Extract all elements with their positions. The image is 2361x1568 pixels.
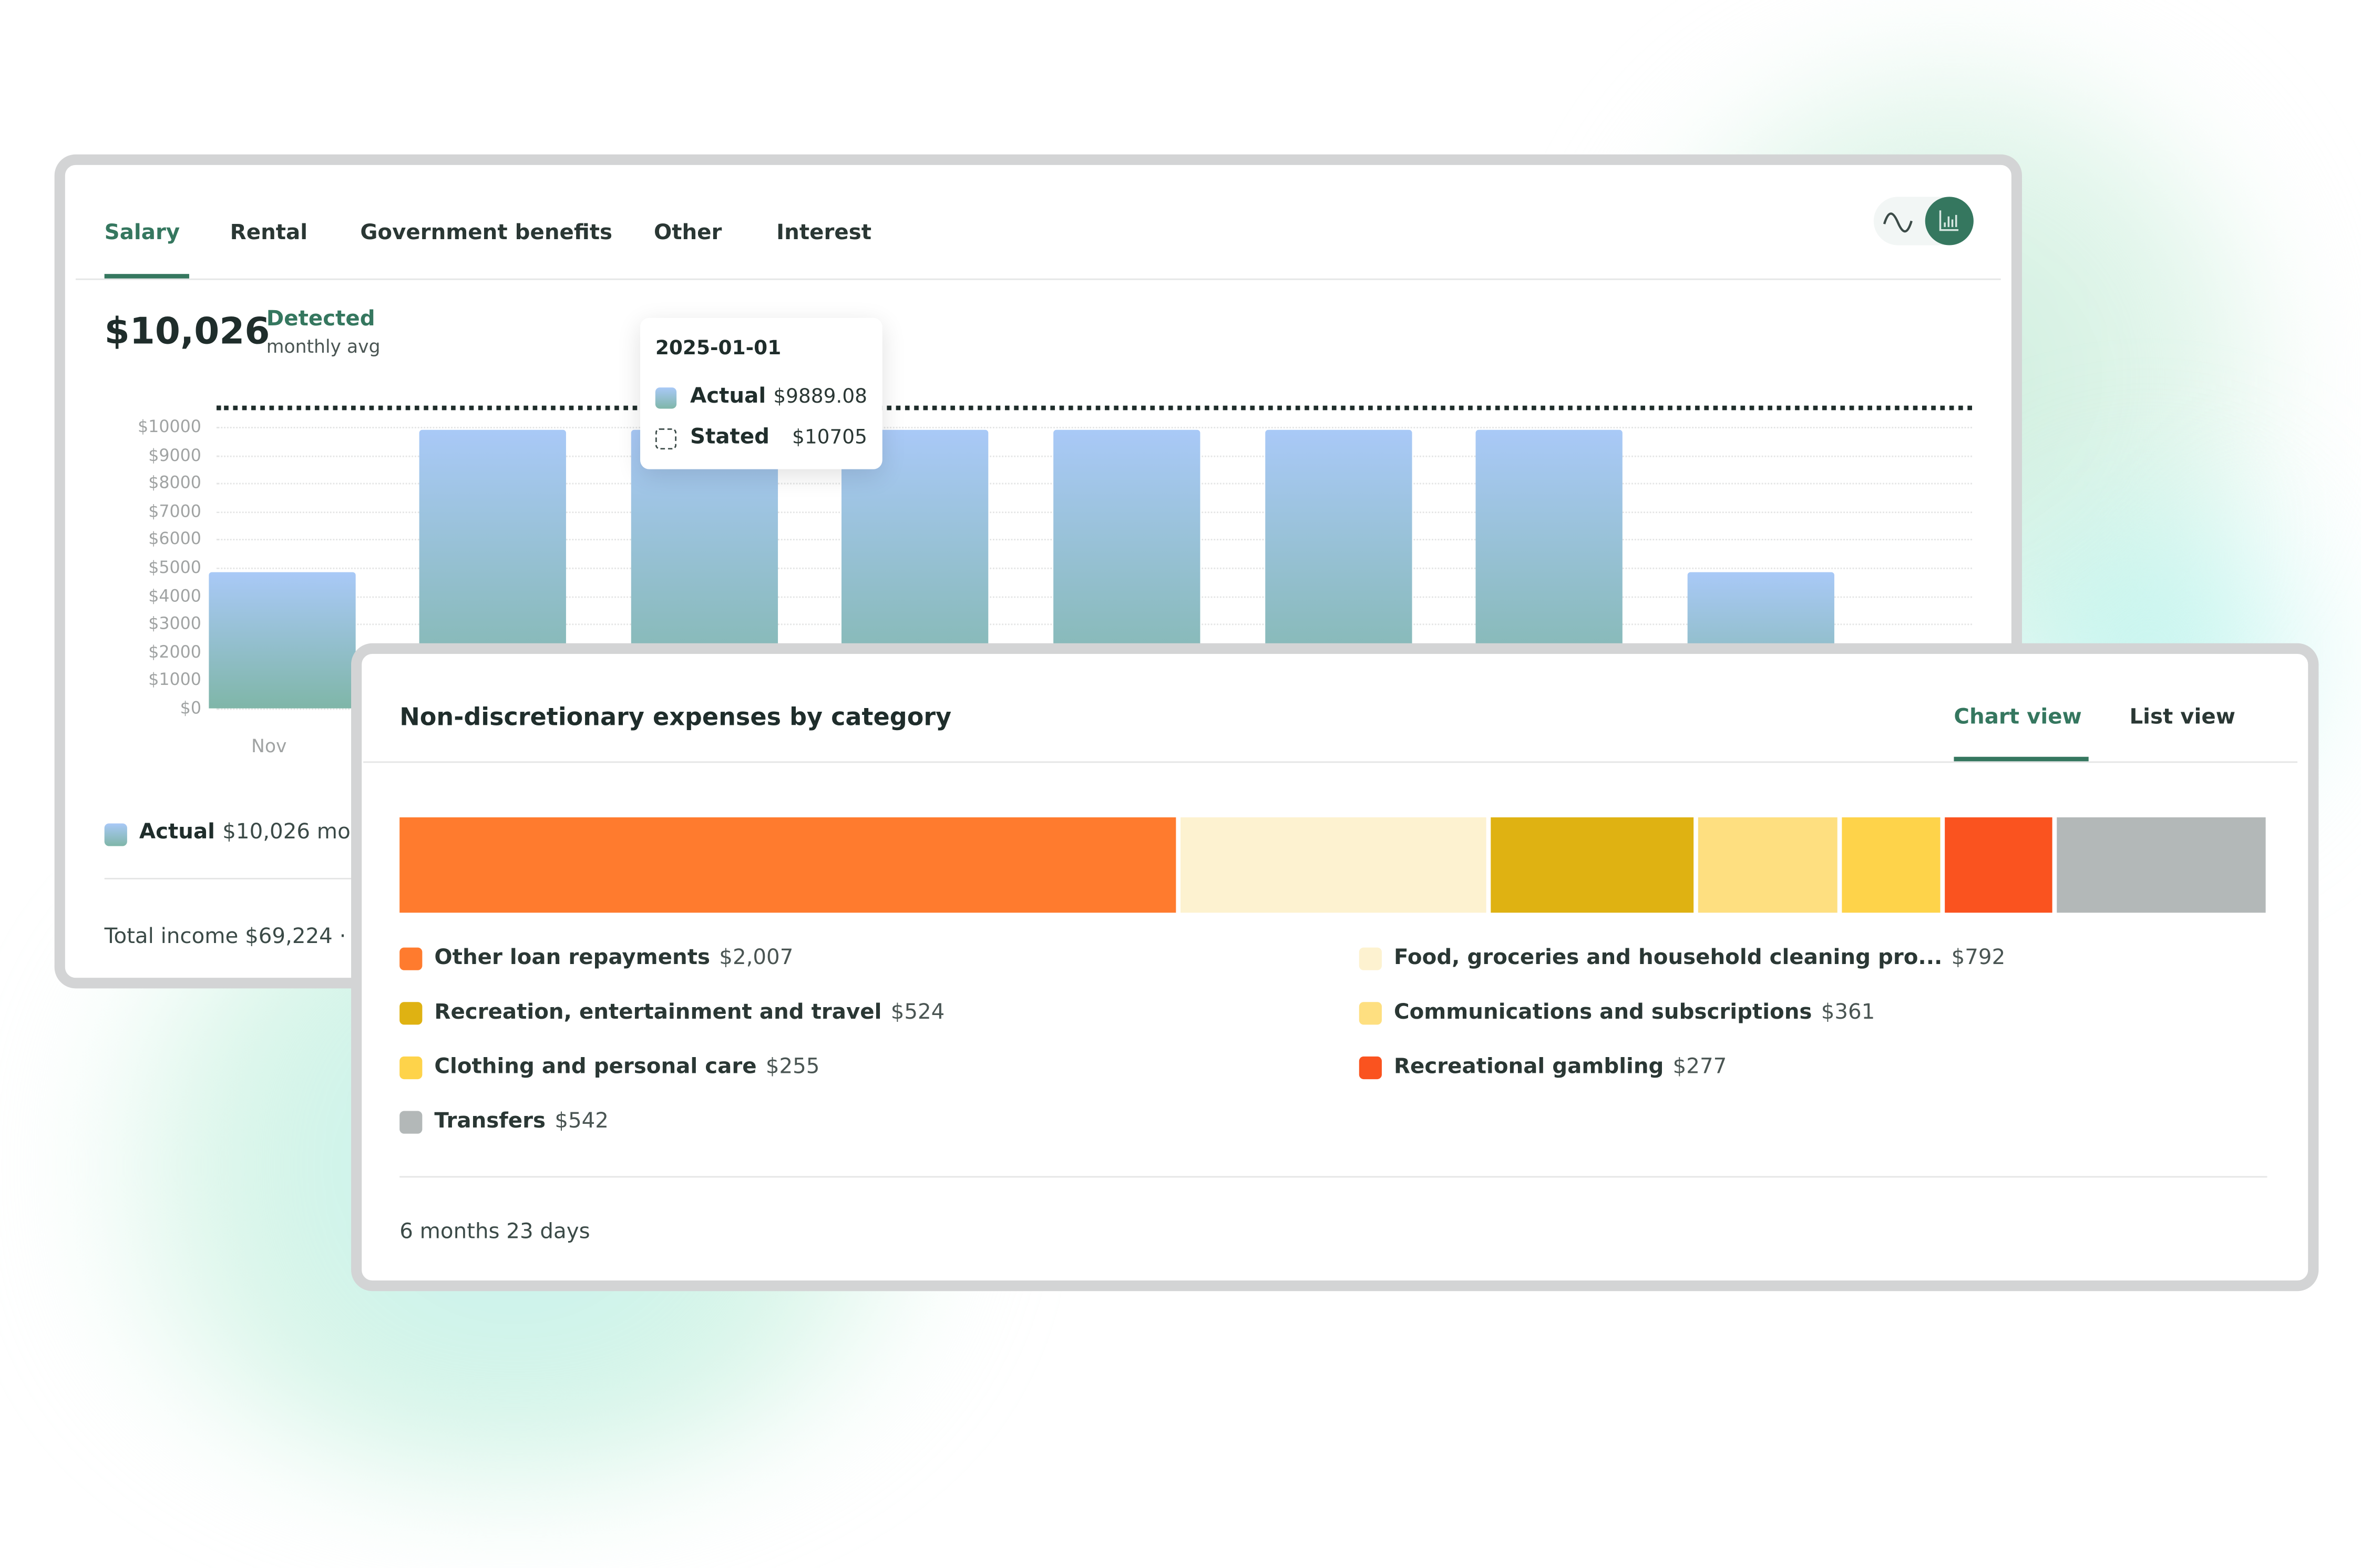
y-tick-label: $4000 — [148, 586, 201, 606]
monthly-avg-label: monthly avg — [266, 336, 381, 357]
legend-value: $255 — [765, 1055, 820, 1080]
y-tick-label: $6000 — [148, 529, 201, 549]
y-tick-label: $3000 — [148, 614, 201, 634]
legend-swatch — [399, 1056, 423, 1080]
monthly-amount: $10,026 — [104, 310, 270, 353]
tabs-divider — [75, 278, 2001, 280]
legend-label: Clothing and personal care — [434, 1055, 757, 1080]
y-tick-label: $0 — [180, 698, 201, 719]
legend-swatch — [399, 1002, 423, 1025]
legend-swatch — [1359, 1056, 1382, 1080]
tab-government-benefits[interactable]: Government benefits — [360, 221, 613, 245]
header-divider — [363, 761, 2298, 763]
y-tick-label: $7000 — [148, 501, 201, 521]
y-tick-label: $2000 — [148, 642, 201, 662]
expense-legend: Other loan repayments $2,007 Food, groceri… — [399, 946, 2276, 1143]
y-tick-label: $1000 — [148, 670, 201, 690]
tooltip-stated-label: Stated — [690, 425, 770, 450]
footer-divider — [399, 1176, 2267, 1178]
legend-swatch — [399, 947, 423, 970]
tab-list-view[interactable]: List view — [2129, 705, 2235, 730]
total-income: Total income $69,224 · 1 — [104, 925, 366, 949]
segment-6[interactable] — [2056, 817, 2266, 913]
stated-reference-line — [216, 405, 1972, 410]
y-tick-label: $8000 — [148, 473, 201, 493]
tab-salary[interactable]: Salary — [104, 221, 180, 245]
x-axis: Nov — [217, 377, 1972, 771]
stacked-expense-bar — [399, 817, 2266, 913]
legend-actual-label: Actual — [139, 820, 215, 845]
legend-label: Food, groceries and household cleaning p… — [1394, 946, 1943, 970]
view-toggle — [1873, 197, 1974, 245]
expense-card: Non-discretionary expenses by category C… — [351, 643, 2319, 1292]
tooltip-date: 2025-01-01 — [655, 337, 782, 361]
legend-value: $2,007 — [719, 946, 794, 970]
legend-swatch — [1359, 947, 1382, 970]
tab-interest[interactable]: Interest — [776, 221, 872, 245]
legend-value: $361 — [1821, 1000, 1875, 1025]
tab-other[interactable]: Other — [653, 221, 722, 245]
tooltip-stated-value: $10705 — [792, 427, 867, 450]
x-tick-label: Nov — [251, 735, 287, 757]
expense-title: Non-discretionary expenses by category — [399, 702, 952, 731]
legend-swatch — [399, 1111, 423, 1134]
segment-4[interactable] — [1841, 817, 1941, 913]
legend-item: Transfers $542 — [399, 1110, 609, 1134]
y-axis: $10000 $9000 $8000 $7000 $6000 $5000 $4000 $300… — [65, 377, 201, 740]
tooltip-actual-value: $9889.08 — [773, 386, 867, 409]
actual-swatch — [655, 387, 677, 409]
legend-actual-swatch — [104, 823, 127, 846]
segment-1[interactable] — [1179, 817, 1486, 913]
bar-month-1[interactable] — [208, 571, 355, 709]
legend-label: Communications and subscriptions — [1394, 1000, 1812, 1025]
legend-swatch — [1359, 1002, 1382, 1025]
legend-label: Recreational gambling — [1394, 1055, 1664, 1080]
wave-line-icon — [1883, 212, 1913, 233]
gridline — [216, 427, 1972, 428]
detected-status: Detected — [266, 307, 375, 332]
stated-swatch — [655, 428, 677, 450]
active-tab-underline — [1954, 756, 2089, 762]
active-tab-underline — [104, 274, 189, 279]
bar-view-button[interactable] — [1925, 197, 1974, 245]
legend-label: Other loan repayments — [434, 946, 711, 970]
tooltip: 2025-01-01 Actual $9889.08 Stated $10705 — [640, 317, 882, 469]
legend-value: $542 — [555, 1109, 609, 1134]
y-tick-label: $5000 — [148, 558, 201, 578]
y-tick-label: $9000 — [148, 445, 201, 465]
legend-label: Recreation, entertainment and travel — [434, 1000, 882, 1025]
segment-3[interactable] — [1697, 817, 1837, 913]
legend-item: Recreational gambling $277 — [1359, 1055, 1727, 1080]
tab-chart-view[interactable]: Chart view — [1954, 705, 2082, 730]
legend-item: Clothing and personal care $255 — [399, 1055, 820, 1080]
legend-item: Food, groceries and household cleaning p… — [1359, 946, 2005, 970]
legend-item: Communications and subscriptions $361 — [1359, 1000, 1875, 1025]
segment-5[interactable] — [1944, 817, 2052, 913]
legend-item: Other loan repayments $2,007 — [399, 946, 793, 970]
segment-0[interactable] — [399, 817, 1175, 913]
legend-value: $277 — [1672, 1055, 1727, 1080]
line-view-button[interactable] — [1880, 203, 1916, 239]
bar-chart-icon — [1939, 210, 1959, 231]
y-tick-label: $10000 — [138, 417, 201, 437]
legend-item: Recreation, entertainment and travel $524 — [399, 1000, 945, 1025]
legend-value: $792 — [1951, 946, 2006, 970]
tooltip-actual-label: Actual — [690, 384, 766, 409]
segment-2[interactable] — [1490, 817, 1693, 913]
legend-value: $524 — [890, 1000, 945, 1025]
period-label: 6 months 23 days — [399, 1219, 590, 1244]
tab-rental[interactable]: Rental — [230, 221, 308, 245]
legend-label: Transfers — [434, 1109, 546, 1134]
